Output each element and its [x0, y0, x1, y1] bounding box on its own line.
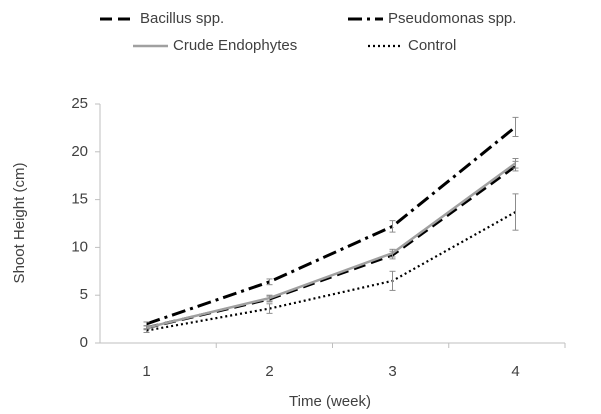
error-bar	[389, 248, 396, 258]
error-bar	[389, 270, 396, 291]
error-bar	[512, 116, 519, 138]
series-line	[146, 162, 517, 329]
error-bar	[143, 328, 150, 333]
legend-label: Crude Endophytes	[173, 37, 297, 54]
error-bar	[389, 220, 396, 233]
y-tick-label: 5	[80, 286, 88, 303]
error-bar	[266, 303, 273, 314]
legend-label: Bacillus spp.	[140, 10, 224, 27]
error-bar	[512, 193, 519, 231]
series-line	[146, 211, 517, 332]
legend-label: Pseudomonas spp.	[388, 10, 516, 27]
x-tick-label: 1	[142, 363, 150, 380]
x-tick-label: 4	[511, 363, 519, 380]
y-tick-label: 15	[71, 191, 88, 208]
error-bar	[266, 278, 273, 286]
x-axis-label: Time (week)	[289, 393, 371, 410]
y-tick-label: 0	[80, 334, 88, 351]
x-tick-label: 2	[265, 363, 273, 380]
y-tick-label: 10	[71, 238, 88, 255]
legend-label: Control	[408, 37, 456, 54]
y-tick-label: 20	[71, 143, 88, 160]
x-tick-label: 3	[388, 363, 396, 380]
series-line	[146, 125, 517, 326]
error-bar	[266, 294, 273, 302]
y-tick-label: 25	[71, 95, 88, 112]
error-bar	[512, 157, 519, 169]
y-axis-label: Shoot Height (cm)	[11, 163, 28, 284]
